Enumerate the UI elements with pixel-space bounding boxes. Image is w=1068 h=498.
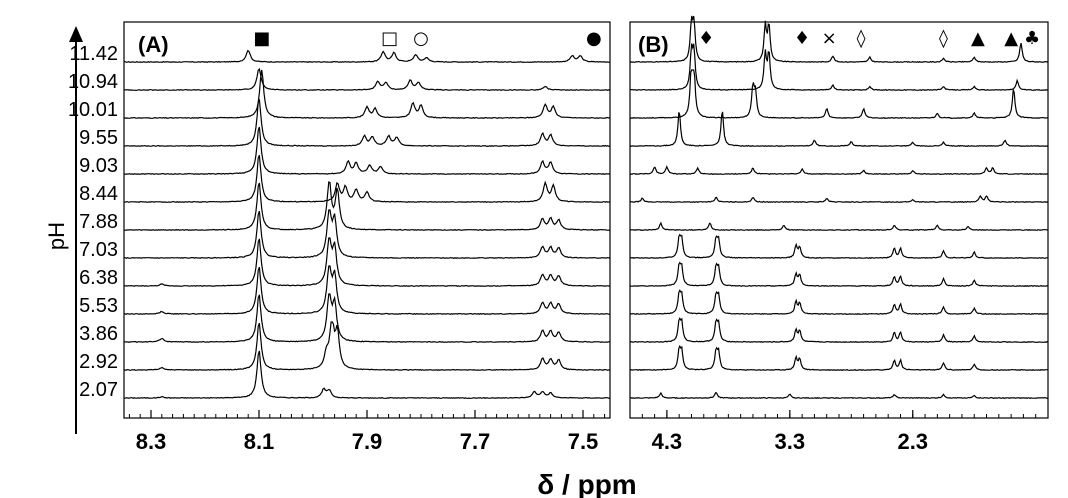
peak-marker: ○	[413, 28, 429, 49]
peak-marker: ●	[586, 28, 602, 49]
x-tick-label: 8.3	[136, 429, 167, 454]
peak-marker: ■	[253, 28, 270, 49]
spectrum-trace-b	[629, 391, 1049, 400]
peak-marker: ▲	[1004, 28, 1018, 49]
spectrum-trace-b	[629, 317, 1049, 343]
ph-label: 10.01	[68, 99, 118, 121]
peak-marker: □	[381, 28, 398, 49]
ph-axis-title: pH	[44, 222, 69, 250]
ph-label: 2.92	[79, 351, 118, 373]
ph-label: 7.03	[79, 239, 118, 261]
x-tick-label: 2.3	[897, 429, 928, 454]
spectrum-trace-a	[123, 69, 611, 119]
spectrum-trace-a	[123, 321, 611, 371]
spectrum-trace-b	[629, 69, 1049, 119]
x-tick-label: 3.3	[775, 429, 806, 454]
spectrum-trace-a	[123, 265, 611, 315]
spectrum-trace-b	[629, 344, 1049, 372]
peak-marker: ♦	[794, 28, 810, 49]
spectrum-trace-b	[629, 111, 1049, 147]
spectrum-trace-b	[630, 289, 1048, 315]
spectrum-trace-a	[123, 237, 611, 287]
spectrum-trace-a	[123, 155, 611, 203]
spectrum-trace-a	[124, 209, 611, 259]
ph-label: 9.55	[79, 127, 118, 149]
spectrum-trace-a	[124, 49, 611, 63]
spectrum-trace-b	[629, 261, 1049, 287]
ph-label: 6.38	[79, 267, 118, 289]
peak-marker: ◊	[939, 28, 948, 49]
panel-a-frame	[123, 21, 611, 419]
peak-marker: ♣	[1024, 28, 1040, 49]
spectrum-trace-a	[123, 293, 611, 343]
x-axis-title: δ / ppm	[537, 469, 636, 498]
ph-axis-arrowhead	[69, 26, 83, 42]
ph-label: 5.53	[79, 295, 118, 317]
x-tick-label: 4.3	[652, 429, 683, 454]
ph-label: 3.86	[79, 323, 118, 345]
x-tick-label: 7.9	[352, 429, 383, 454]
panel-b-label: (B)	[638, 32, 669, 57]
peak-marker: ×	[822, 28, 837, 49]
spectrum-trace-b	[629, 221, 1049, 232]
peak-marker: ◊	[857, 28, 866, 49]
ph-label: 9.03	[79, 155, 118, 177]
x-tick-label: 8.1	[244, 429, 275, 454]
spectrum-trace-b	[630, 43, 1049, 91]
spectrum-trace-b	[629, 233, 1049, 260]
spectrum-trace-a	[123, 126, 611, 175]
spectrum-trace-b	[629, 194, 1049, 203]
spectrum-trace-a	[123, 99, 611, 147]
peak-marker: ▲	[971, 28, 985, 49]
ph-label: 8.44	[79, 183, 118, 205]
spectrum-trace-b	[629, 15, 1049, 63]
ph-label: 10.94	[68, 71, 118, 93]
peak-marker: ♦	[698, 28, 714, 49]
ph-label: 7.88	[79, 211, 118, 233]
spectrum-trace-a	[123, 181, 611, 231]
x-tick-label: 7.5	[568, 429, 599, 454]
x-tick-label: 7.7	[460, 429, 491, 454]
spectrum-trace-b	[629, 165, 1048, 175]
ph-label: 2.07	[79, 379, 118, 401]
spectrum-trace-a	[124, 350, 611, 399]
ph-label: 11.42	[69, 43, 118, 65]
panel-b-frame	[629, 21, 1049, 419]
panel-a-label: (A)	[138, 32, 169, 57]
spectrum-trace-a	[123, 67, 611, 91]
